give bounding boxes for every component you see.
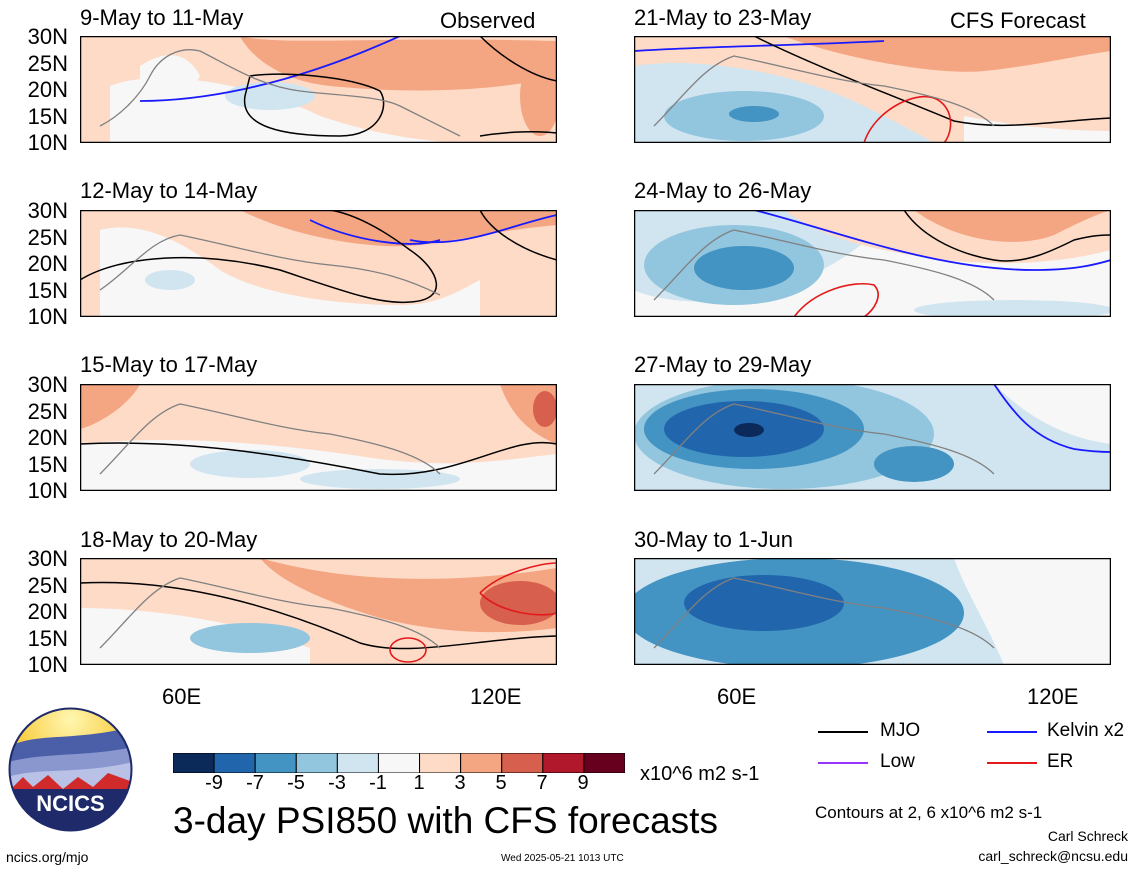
panel-title-5: 21-May to 23-May: [634, 5, 812, 30]
lon-label-60e-left: 60E: [162, 684, 202, 709]
legend-line-er: [987, 762, 1037, 764]
lat-label: 30N: [27, 546, 68, 571]
cfs-forecast-label: CFS Forecast: [950, 8, 1086, 33]
site-link[interactable]: ncics.org/mjo: [6, 849, 89, 865]
contours-note: Contours at 2, 6 x10^6 m2 s-1: [815, 803, 1043, 822]
colorbar-swatches: [172, 752, 626, 774]
panel-title-4: 18-May to 20-May: [80, 527, 258, 552]
lat-label: 20N: [27, 77, 68, 102]
colorbar-label: -3: [328, 772, 346, 794]
legend-line-mjo: [818, 731, 868, 733]
map-panel-obs-1: [80, 36, 557, 143]
map-panel-obs-3: [80, 384, 557, 491]
logo-text: NCICS: [36, 791, 105, 816]
panel-title-2: 12-May to 14-May: [80, 178, 258, 203]
timestamp: Wed 2025-05-21 1013 UTC: [501, 853, 624, 864]
colorbar-label: 5: [495, 772, 507, 794]
colorbar-units: x10^6 m2 s-1: [640, 763, 760, 785]
lat-label: 15N: [27, 278, 68, 303]
lat-label: 30N: [27, 372, 68, 397]
lat-label: 10N: [27, 478, 68, 503]
legend-line-low: [818, 762, 868, 764]
lon-label-120e-left: 120E: [470, 684, 522, 709]
lat-label: 10N: [27, 130, 68, 155]
legend-label-kelvin: Kelvin x2: [1047, 720, 1125, 741]
legend-line-kelvin: [987, 731, 1037, 733]
legend-label-low: Low: [880, 751, 915, 772]
lat-label: 10N: [27, 652, 68, 677]
panel-title-1: 9-May to 11-May: [80, 5, 244, 30]
lat-label: 15N: [27, 626, 68, 651]
colorbar-label: 7: [536, 772, 548, 794]
panel-title-7: 27-May to 29-May: [634, 352, 812, 377]
lon-label-60e-right: 60E: [717, 684, 757, 709]
ncics-logo: NCICS: [8, 707, 133, 832]
map-panel-fcst-3: [634, 384, 1111, 491]
panel-title-8: 30-May to 1-Jun: [634, 527, 793, 552]
colorbar-label: 1: [413, 772, 425, 794]
colorbar-swatch: [213, 752, 256, 774]
colorbar-swatch: [295, 752, 338, 774]
map-panel-fcst-2: [634, 210, 1111, 317]
lat-label: 15N: [27, 104, 68, 129]
map-panel-obs-2: [80, 210, 557, 317]
map-panel-fcst-4: [634, 558, 1111, 665]
main-title: 3-day PSI850 with CFS forecasts: [173, 800, 718, 841]
author-email: carl_schreck@ncsu.edu: [978, 848, 1128, 864]
panel-title-3: 15-May to 17-May: [80, 352, 258, 377]
map-panel-fcst-1: [634, 36, 1111, 143]
colorbar-label: -1: [369, 772, 387, 794]
colorbar-swatch: [542, 752, 585, 774]
lat-label: 20N: [27, 599, 68, 624]
panel-title-6: 24-May to 26-May: [634, 178, 812, 203]
map-panel-obs-4: [80, 558, 557, 665]
colorbar-label: 9: [577, 772, 589, 794]
lat-label: 30N: [27, 198, 68, 223]
colorbar-swatch: [254, 752, 297, 774]
lat-label: 25N: [27, 225, 68, 250]
colorbar-label: -5: [287, 772, 305, 794]
colorbar-swatch: [460, 752, 503, 774]
lon-label-120e-right: 120E: [1027, 684, 1079, 709]
colorbar-swatch: [419, 752, 462, 774]
colorbar-label: -7: [246, 772, 264, 794]
lat-label: 25N: [27, 51, 68, 76]
observed-label: Observed: [440, 8, 536, 33]
lat-label: 20N: [27, 425, 68, 450]
lat-label: 30N: [27, 24, 68, 49]
colorbar-swatch: [172, 752, 215, 774]
colorbar: [172, 752, 626, 774]
colorbar-swatch: [501, 752, 544, 774]
colorbar-label: -9: [205, 772, 223, 794]
legend-label-er: ER: [1047, 751, 1074, 772]
colorbar-swatch: [377, 752, 421, 774]
lat-label: 15N: [27, 452, 68, 477]
lat-label: 10N: [27, 304, 68, 329]
colorbar-swatch: [583, 752, 626, 774]
colorbar-swatch: [336, 752, 379, 774]
lat-label: 25N: [27, 573, 68, 598]
author-name: Carl Schreck: [1047, 828, 1128, 844]
colorbar-label: 3: [454, 772, 466, 794]
legend-label-mjo: MJO: [880, 720, 921, 741]
lat-label: 25N: [27, 399, 68, 424]
lat-label: 20N: [27, 251, 68, 276]
